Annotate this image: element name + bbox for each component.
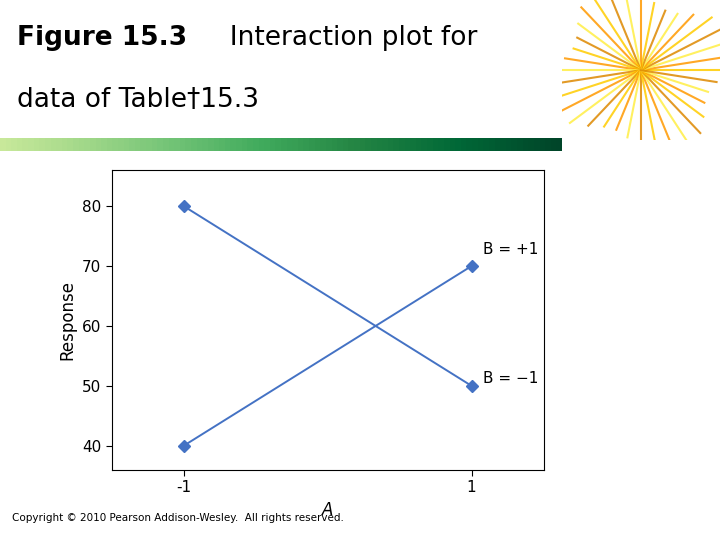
Text: 9: 9 xyxy=(657,507,675,530)
Text: Copyright © 2010 Pearson Addison-Wesley.  All rights reserved.: Copyright © 2010 Pearson Addison-Wesley.… xyxy=(12,514,344,523)
Text: B = +1: B = +1 xyxy=(483,242,539,257)
Y-axis label: Response: Response xyxy=(58,280,76,360)
Text: Interaction plot for: Interaction plot for xyxy=(213,25,478,51)
Text: data of Table†15.3: data of Table†15.3 xyxy=(17,87,259,113)
Text: B = −1: B = −1 xyxy=(483,371,539,386)
Text: Figure 15.3: Figure 15.3 xyxy=(17,25,187,51)
X-axis label: A: A xyxy=(322,501,333,519)
